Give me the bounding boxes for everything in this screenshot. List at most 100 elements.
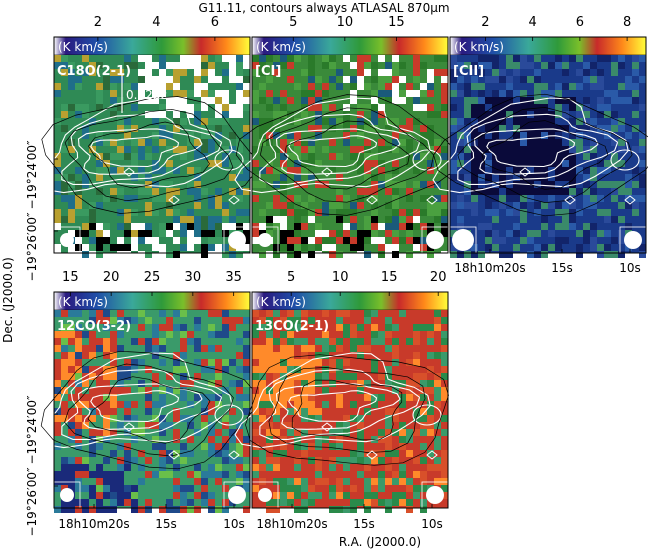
map-pixel — [350, 146, 357, 153]
map-pixel — [89, 223, 96, 230]
map-pixel — [308, 216, 315, 223]
map-pixel — [597, 76, 604, 83]
map-pixel — [618, 202, 625, 209]
map-pixel — [548, 230, 555, 237]
map-pixel — [159, 62, 166, 69]
map-pixel — [413, 97, 420, 104]
map-pixel — [208, 251, 215, 258]
map-pixel — [243, 104, 250, 111]
map-pixel — [75, 324, 82, 331]
map-pixel — [336, 394, 343, 401]
map-pixel — [385, 230, 392, 237]
map-pixel — [215, 251, 222, 258]
map-pixel — [406, 139, 413, 146]
map-pixel — [597, 195, 604, 202]
map-pixel — [534, 202, 541, 209]
map-pixel — [82, 244, 89, 251]
map-pixel — [406, 499, 413, 506]
map-pixel — [236, 366, 243, 373]
map-pixel — [54, 310, 61, 317]
map-pixel — [371, 401, 378, 408]
map-pixel — [187, 422, 194, 429]
map-pixel — [434, 202, 441, 209]
map-pixel — [68, 380, 75, 387]
map-pixel — [89, 443, 96, 450]
map-pixel — [110, 429, 117, 436]
map-pixel — [555, 111, 562, 118]
map-pixel — [110, 345, 117, 352]
map-pixel — [173, 62, 180, 69]
map-pixel — [527, 146, 534, 153]
map-pixel — [96, 104, 103, 111]
map-pixel — [252, 485, 259, 492]
contour-line — [486, 135, 576, 168]
map-pixel — [294, 216, 301, 223]
beam-circle — [624, 231, 642, 249]
map-pixel — [427, 69, 434, 76]
map-pixel — [117, 97, 124, 104]
map-pixel — [357, 352, 364, 359]
map-pixel — [555, 188, 562, 195]
map-pixel — [392, 83, 399, 90]
map-pixel — [280, 394, 287, 401]
map-pixel — [236, 62, 243, 69]
map-pixel — [343, 223, 350, 230]
map-pixel — [576, 244, 583, 251]
panel-frame — [53, 291, 251, 509]
map-pixel — [625, 83, 632, 90]
map-pixel — [103, 153, 110, 160]
map-pixel — [145, 506, 152, 513]
map-pixel — [236, 69, 243, 76]
map-pixel — [236, 394, 243, 401]
map-pixel — [145, 69, 152, 76]
map-pixel — [68, 251, 75, 258]
map-pixel — [406, 195, 413, 202]
map-pixel — [75, 499, 82, 506]
map-pixel — [222, 223, 229, 230]
map-pixel — [371, 188, 378, 195]
map-pixel — [82, 499, 89, 506]
map-pixel — [527, 251, 534, 258]
map-pixel — [534, 160, 541, 167]
panels: (K km/s)2 4 6C18O(2-1)0.52pc−19°24′00″−19°… — [25, 15, 648, 537]
colorbar-tick-label: 5 — [287, 270, 295, 285]
map-pixel — [420, 415, 427, 422]
map-pixel — [294, 195, 301, 202]
map-pixel — [555, 167, 562, 174]
map-pixel — [75, 310, 82, 317]
map-pixel — [597, 69, 604, 76]
map-pixel — [229, 324, 236, 331]
map-pixel — [392, 324, 399, 331]
map-pixel — [243, 436, 250, 443]
map-pixel — [315, 408, 322, 415]
map-pixel — [427, 464, 434, 471]
map-pixel — [187, 62, 194, 69]
map-pixel — [336, 485, 343, 492]
map-pixel — [413, 181, 420, 188]
map-pixel — [82, 506, 89, 513]
map-pixel — [173, 76, 180, 83]
map-pixel — [61, 195, 68, 202]
map-pixel — [166, 324, 173, 331]
map-pixel — [68, 104, 75, 111]
map-pixel — [427, 338, 434, 345]
map-pixel — [378, 373, 385, 380]
map-pixel — [413, 408, 420, 415]
map-pixel — [273, 506, 280, 513]
map-pixel — [222, 118, 229, 125]
colorbar-tick-label: 30 — [185, 270, 202, 285]
map-pixel — [357, 55, 364, 62]
map-pixel — [420, 62, 427, 69]
map-pixel — [222, 324, 229, 331]
map-pixel — [371, 237, 378, 244]
map-pixel — [450, 174, 457, 181]
map-pixel — [357, 230, 364, 237]
map-pixel — [124, 408, 131, 415]
map-pixel — [117, 209, 124, 216]
map-pixel — [322, 209, 329, 216]
colorbar-tick-label: 35 — [225, 270, 242, 285]
map-pixel — [194, 317, 201, 324]
map-pixel — [294, 55, 301, 62]
map-pixel — [308, 359, 315, 366]
map-pixel — [336, 237, 343, 244]
